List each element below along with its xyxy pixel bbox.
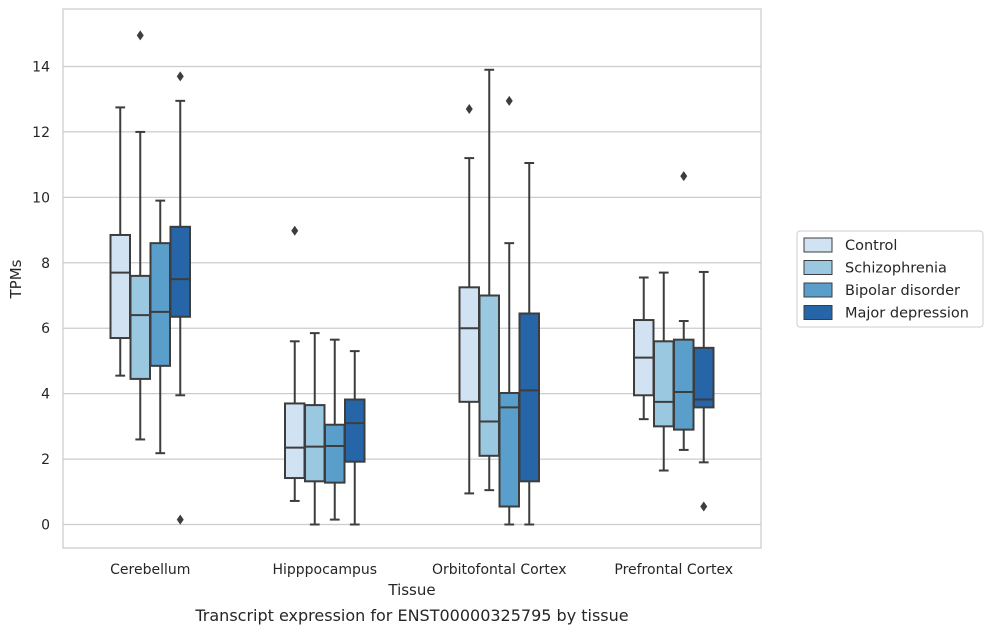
box-iqr <box>673 338 695 431</box>
y-tick-label: 12 <box>32 125 50 141</box>
legend-swatch <box>803 260 833 275</box>
x-tick-labels: Cerebellum Hipppocampus Orbitofontal Corte… <box>110 562 733 578</box>
box-iqr <box>109 233 131 340</box>
box-iqr <box>149 242 171 367</box>
outlier-marker <box>700 501 708 512</box>
box-iqr <box>284 402 306 480</box>
outlier-marker <box>465 104 473 115</box>
y-tick-label: 8 <box>41 256 50 272</box>
x-tick-label: Prefrontal Cortex <box>614 562 733 578</box>
outlier-marker <box>505 95 513 106</box>
x-tick-label: Hipppocampus <box>272 562 377 578</box>
box-iqr <box>458 286 480 403</box>
box-plot <box>169 71 191 525</box>
x-tick-label: Orbitofontal Cortex <box>432 562 567 578</box>
legend-label: Schizophrenia <box>845 261 947 277</box>
box-plot <box>478 68 500 492</box>
y-tick-label: 0 <box>41 518 50 534</box>
legend-swatch <box>803 237 833 253</box>
legend-label: Major depression <box>845 306 969 322</box>
box-plot <box>518 162 540 526</box>
legend: Control Schizophrenia Bipolar disorder Majo… <box>796 230 984 328</box>
box-plot <box>149 199 171 455</box>
y-tick-label: 10 <box>32 190 50 206</box>
box-plot <box>109 106 131 377</box>
plot-frame <box>62 8 762 549</box>
outlier-marker <box>176 514 184 525</box>
box-iqr <box>478 294 500 457</box>
box-plot <box>344 350 366 526</box>
outlier-marker <box>291 225 299 236</box>
legend-label: Bipolar disorder <box>845 283 960 299</box>
box-plot <box>693 270 715 512</box>
box-iqr <box>518 312 540 483</box>
outlier-marker <box>176 71 184 82</box>
box-iqr <box>324 423 346 484</box>
x-tick-label: Cerebellum <box>110 562 190 578</box>
y-tick-label: 14 <box>32 60 50 76</box>
box-iqr <box>304 404 326 483</box>
y-tick-label: 4 <box>41 387 50 403</box>
y-tick-label: 6 <box>41 321 50 337</box>
x-axis-label: Tissue <box>387 581 435 599</box>
box-iqr <box>693 346 715 409</box>
legend-label: Control <box>845 238 897 254</box>
y-axis-label: TPMs <box>7 259 25 299</box>
box-iqr <box>129 274 151 380</box>
box-iqr <box>653 340 675 428</box>
box-plot <box>304 332 326 526</box>
box-plot <box>458 104 480 495</box>
box-groups <box>109 30 715 526</box>
box-plot <box>498 95 520 526</box>
outlier-marker <box>680 171 688 182</box>
box-iqr <box>344 398 366 463</box>
legend-swatch <box>803 282 833 298</box>
legend-swatch <box>803 305 833 320</box>
box-plot <box>633 276 655 421</box>
legend-frame <box>796 230 984 328</box>
box-iqr <box>498 391 520 508</box>
y-tick-labels: 0 2 4 6 8 10 12 14 <box>32 60 50 534</box>
box-iqr <box>169 225 191 318</box>
y-tick-label: 2 <box>41 452 50 468</box>
outlier-marker <box>136 30 144 41</box>
chart-caption: Transcript expression for ENST0000032579… <box>194 606 628 625</box>
